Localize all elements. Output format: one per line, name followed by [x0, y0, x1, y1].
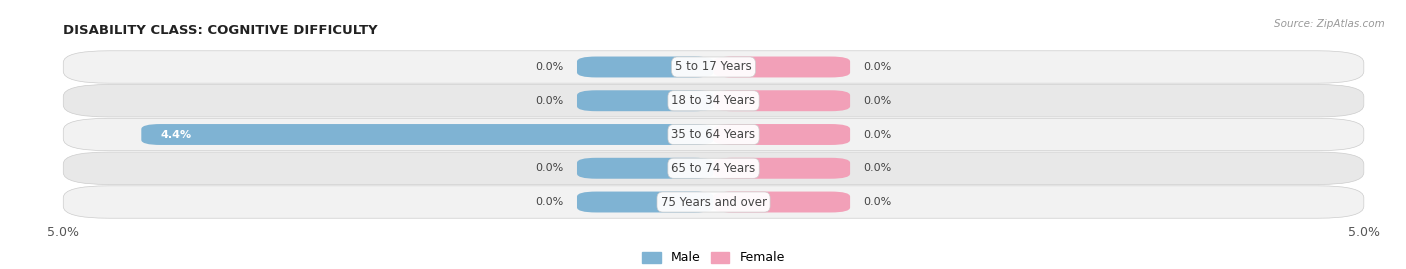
- Text: 65 to 74 Years: 65 to 74 Years: [672, 162, 755, 175]
- FancyBboxPatch shape: [713, 90, 851, 111]
- Text: 0.0%: 0.0%: [536, 62, 564, 72]
- Text: DISABILITY CLASS: COGNITIVE DIFFICULTY: DISABILITY CLASS: COGNITIVE DIFFICULTY: [63, 24, 378, 37]
- Text: 0.0%: 0.0%: [863, 96, 891, 106]
- Text: Source: ZipAtlas.com: Source: ZipAtlas.com: [1274, 19, 1385, 29]
- FancyBboxPatch shape: [576, 158, 713, 179]
- Text: 0.0%: 0.0%: [863, 62, 891, 72]
- Text: 35 to 64 Years: 35 to 64 Years: [672, 128, 755, 141]
- Text: 5 to 17 Years: 5 to 17 Years: [675, 61, 752, 73]
- FancyBboxPatch shape: [576, 192, 713, 213]
- Text: 18 to 34 Years: 18 to 34 Years: [672, 94, 755, 107]
- FancyBboxPatch shape: [63, 51, 1364, 83]
- FancyBboxPatch shape: [576, 56, 713, 77]
- FancyBboxPatch shape: [713, 192, 851, 213]
- FancyBboxPatch shape: [63, 186, 1364, 218]
- Text: 0.0%: 0.0%: [536, 163, 564, 173]
- FancyBboxPatch shape: [713, 158, 851, 179]
- FancyBboxPatch shape: [63, 118, 1364, 151]
- FancyBboxPatch shape: [713, 124, 851, 145]
- FancyBboxPatch shape: [63, 152, 1364, 185]
- Legend: Male, Female: Male, Female: [637, 246, 790, 269]
- Text: 0.0%: 0.0%: [863, 163, 891, 173]
- Text: 0.0%: 0.0%: [536, 197, 564, 207]
- FancyBboxPatch shape: [141, 124, 713, 145]
- Text: 0.0%: 0.0%: [863, 129, 891, 140]
- FancyBboxPatch shape: [713, 56, 851, 77]
- Text: 4.4%: 4.4%: [160, 129, 193, 140]
- Text: 0.0%: 0.0%: [863, 197, 891, 207]
- FancyBboxPatch shape: [576, 90, 713, 111]
- FancyBboxPatch shape: [63, 84, 1364, 117]
- Text: 0.0%: 0.0%: [536, 96, 564, 106]
- Text: 75 Years and over: 75 Years and over: [661, 196, 766, 208]
